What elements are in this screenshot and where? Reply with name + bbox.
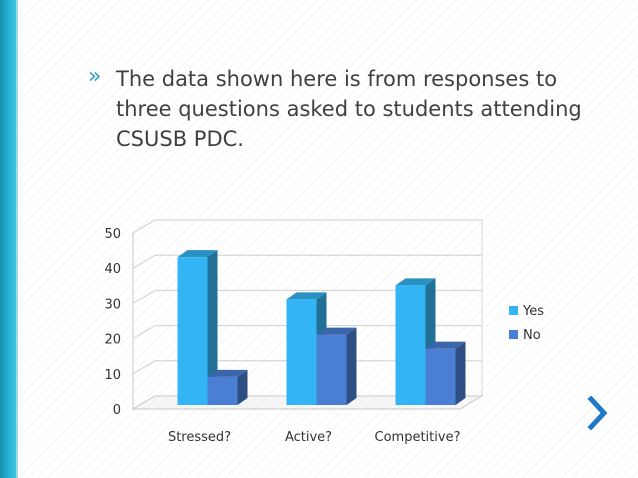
legend-swatch-yes — [509, 306, 518, 315]
bar-top — [177, 250, 218, 258]
y-tick-label: 10 — [104, 368, 121, 383]
bar-top — [395, 278, 436, 286]
legend-label-yes: Yes — [522, 304, 544, 319]
gridline — [132, 360, 482, 375]
bar-top — [207, 369, 248, 377]
bar-top — [316, 327, 357, 335]
y-tick-label: 30 — [104, 297, 121, 312]
left-accent-bar-edge — [16, 0, 18, 478]
bar-top — [425, 341, 466, 349]
left-accent-bar — [0, 0, 16, 478]
bar-front — [286, 299, 317, 405]
y-tick-label: 0 — [113, 403, 121, 418]
bar-no-2 — [425, 341, 466, 405]
bar-side — [455, 341, 466, 405]
bar-front — [395, 285, 426, 405]
bar-no-0 — [207, 369, 248, 405]
bar-yes-1 — [286, 292, 327, 405]
bar-side — [346, 327, 357, 405]
bar-front — [177, 257, 208, 405]
x-tick-label: Active? — [285, 430, 332, 445]
legend-swatch-no — [509, 330, 518, 339]
chart-bars — [177, 250, 466, 405]
gridline — [132, 254, 482, 269]
bullet-marker: » — [88, 64, 102, 89]
gridline — [132, 289, 482, 304]
bar-side — [207, 250, 218, 405]
bar-side — [237, 369, 248, 405]
bar-top — [286, 292, 327, 300]
bar-front — [425, 348, 456, 405]
chevron-right-icon[interactable] — [586, 396, 610, 430]
x-axis-ticks: Stressed? Active? Competitive? — [168, 430, 461, 445]
y-tick-label: 20 — [104, 333, 121, 348]
bar-yes-0 — [177, 250, 218, 405]
y-axis-ticks: 0 10 20 30 40 50 — [104, 227, 121, 418]
x-tick-label: Stressed? — [168, 430, 231, 445]
bar-no-1 — [316, 327, 357, 405]
legend-label-no: No — [523, 328, 541, 343]
y-tick-label: 40 — [104, 262, 121, 277]
bar-front — [316, 334, 347, 405]
bullet-item: » The data shown here is from responses … — [88, 64, 608, 154]
chart-legend: Yes No — [509, 304, 544, 343]
gridline — [132, 219, 482, 234]
y-tick-label: 50 — [104, 227, 121, 242]
gridline — [132, 325, 482, 340]
bar-front — [207, 376, 238, 405]
bullet-text: The data shown here is from responses to… — [116, 67, 582, 151]
x-tick-label: Competitive? — [375, 430, 461, 445]
